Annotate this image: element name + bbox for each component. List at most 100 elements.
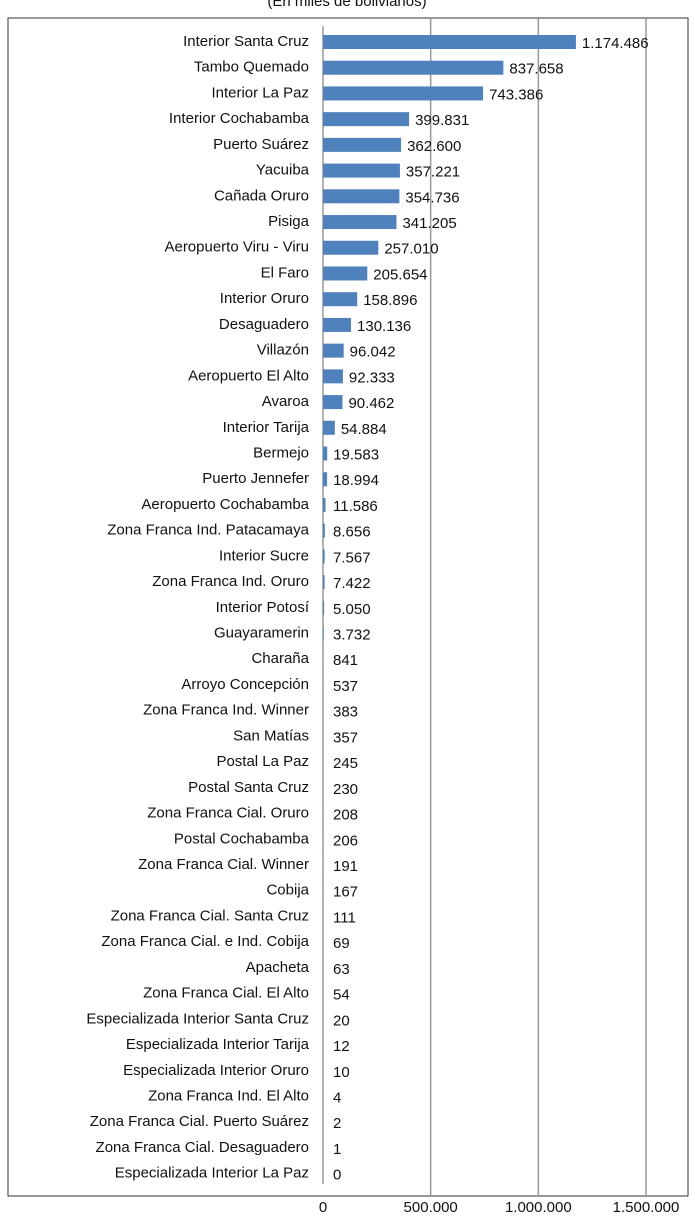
data-label: 354.736 <box>405 189 459 206</box>
bar <box>323 369 343 384</box>
y-tick-label: Guayaramerin <box>214 625 309 642</box>
y-tick-label: Zona Franca Cial. Winner <box>138 856 309 873</box>
data-label: 54.884 <box>341 421 387 438</box>
y-tick-label: Postal Cochabamba <box>174 830 310 847</box>
y-tick-label: Bermejo <box>253 444 309 461</box>
data-label: 11.586 <box>333 498 378 515</box>
bar <box>323 137 402 152</box>
x-tick-label: 500.000 <box>404 1199 458 1216</box>
y-tick-label: Especializada Interior Tarija <box>126 1036 310 1053</box>
data-label: 357.221 <box>406 164 460 181</box>
data-label: 10 <box>333 1064 350 1081</box>
bar <box>323 626 324 641</box>
x-tick-label: 0 <box>319 1199 327 1216</box>
data-label: 230 <box>333 781 358 798</box>
y-tick-label: Cobija <box>266 882 309 899</box>
y-tick-label: Postal Santa Cruz <box>188 779 309 796</box>
y-tick-label: Aeropuerto Viru - Viru <box>164 239 309 256</box>
bar <box>323 163 400 178</box>
y-tick-label: Desaguadero <box>219 316 309 333</box>
y-tick-label: Zona Franca Ind. El Alto <box>148 1087 309 1104</box>
data-label: 158.896 <box>363 292 417 309</box>
data-label: 167 <box>333 884 358 901</box>
y-tick-label: Interior Oruro <box>220 290 309 307</box>
y-tick-label: Apacheta <box>246 959 310 976</box>
data-label: 69 <box>333 935 350 952</box>
data-label: 245 <box>333 755 358 772</box>
y-tick-label: Zona Franca Ind. Oruro <box>152 573 309 590</box>
plot-frame <box>7 17 689 1197</box>
data-label: 7.567 <box>333 549 371 566</box>
y-tick-label: Zona Franca Cial. Desaguadero <box>96 1139 309 1156</box>
data-label: 19.583 <box>333 446 379 463</box>
data-label: 837.658 <box>509 61 563 78</box>
data-label: 743.386 <box>489 86 543 103</box>
bar <box>323 549 325 564</box>
y-tick-label: Especializada Interior Oruro <box>123 1062 309 1079</box>
y-tick-label: Zona Franca Cial. Oruro <box>147 805 309 822</box>
data-label: 63 <box>333 961 350 978</box>
data-label: 20 <box>333 1012 350 1029</box>
data-label: 92.333 <box>349 369 395 386</box>
bar <box>323 420 335 435</box>
y-tick-label: Cañada Oruro <box>214 187 309 204</box>
data-label: 111 <box>333 909 356 926</box>
y-tick-label: Postal La Paz <box>216 753 309 770</box>
data-label: 0 <box>333 1167 341 1184</box>
bar <box>323 86 484 101</box>
y-tick-label: Interior Santa Cruz <box>183 33 309 50</box>
y-tick-label: Zona Franca Ind. Patacamaya <box>107 522 309 539</box>
bar <box>323 266 368 281</box>
data-label: 12 <box>333 1038 350 1055</box>
bar <box>323 600 325 615</box>
data-label: 206 <box>333 832 358 849</box>
bar <box>323 343 344 358</box>
chart-subtitle: (En miles de bolivianos) <box>267 0 426 10</box>
y-tick-label: Yacuiba <box>256 162 310 179</box>
bar <box>323 60 504 75</box>
y-tick-label: Especializada Interior La Paz <box>115 1165 309 1182</box>
data-label: 90.462 <box>348 395 394 412</box>
data-label: 54 <box>333 987 350 1004</box>
data-label: 357 <box>333 729 358 746</box>
y-tick-label: Puerto Jennefer <box>202 470 309 487</box>
x-tick-label: 1.000.000 <box>505 1199 572 1216</box>
data-label: 130.136 <box>357 318 411 335</box>
data-label: 7.422 <box>333 575 371 592</box>
y-tick-label: Charaña <box>251 650 309 667</box>
data-label: 205.654 <box>373 266 427 283</box>
data-label: 841 <box>333 652 358 669</box>
bar <box>323 317 352 332</box>
data-label: 96.042 <box>350 344 396 361</box>
y-tick-label: El Faro <box>261 264 309 281</box>
data-label: 2 <box>333 1115 341 1132</box>
x-tick-label: 1.500.000 <box>613 1199 680 1216</box>
bar <box>323 446 328 461</box>
bar <box>323 472 328 487</box>
data-label: 8.656 <box>333 524 371 541</box>
bar <box>323 497 326 512</box>
y-tick-label: Arroyo Concepción <box>181 676 309 693</box>
y-tick-label: Aeropuerto Cochabamba <box>141 496 309 513</box>
y-tick-label: Interior Cochabamba <box>169 110 310 127</box>
data-label: 5.050 <box>333 601 371 618</box>
y-tick-label: Villazón <box>257 342 309 359</box>
y-tick-label: Zona Franca Cial. e Ind. Cobija <box>101 933 309 950</box>
data-label: 3.732 <box>333 627 371 644</box>
data-label: 1 <box>333 1141 341 1158</box>
bar <box>323 292 358 307</box>
data-label: 362.600 <box>407 138 461 155</box>
data-label: 18.994 <box>333 472 379 489</box>
y-tick-label: Interior La Paz <box>211 84 309 101</box>
bar <box>323 575 325 590</box>
y-tick-label: Interior Tarija <box>223 419 310 436</box>
y-tick-label: Zona Franca Cial. El Alto <box>143 985 309 1002</box>
bar <box>323 240 379 255</box>
data-label: 257.010 <box>384 241 438 258</box>
bar <box>323 189 400 204</box>
data-label: 1.174.486 <box>582 35 649 52</box>
data-label: 383 <box>333 704 358 721</box>
y-tick-label: Pisiga <box>268 213 310 230</box>
y-tick-label: Aeropuerto El Alto <box>188 367 309 384</box>
